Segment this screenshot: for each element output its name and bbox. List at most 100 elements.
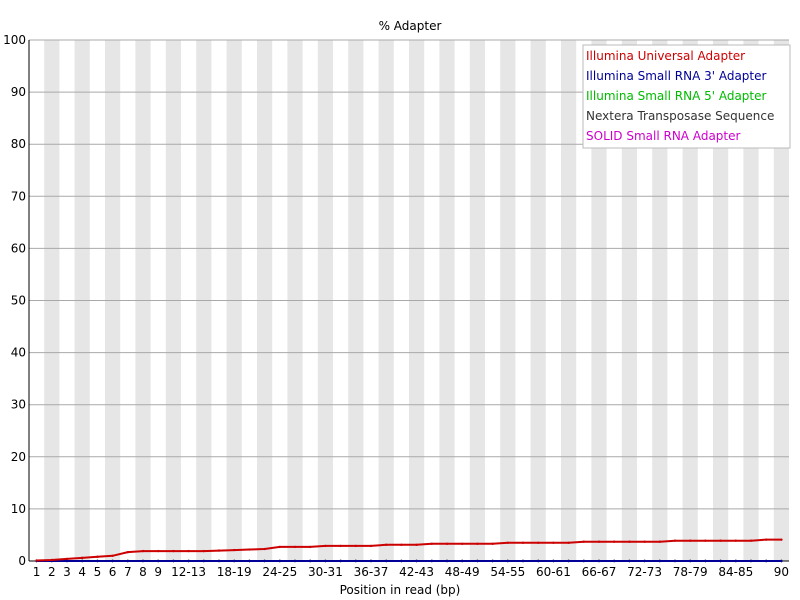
data-point (704, 559, 707, 563)
x-tick-label: 1 (33, 565, 41, 579)
data-point (780, 538, 783, 541)
x-tick-label: 12-13 (171, 565, 206, 579)
x-tick-label: 9 (154, 565, 162, 579)
data-point (324, 559, 327, 563)
data-point (430, 542, 433, 546)
x-tick-label: 3 (63, 565, 71, 579)
data-point (65, 557, 69, 561)
data-point (445, 542, 449, 546)
y-tick-label: 10 (11, 502, 26, 516)
data-point (658, 540, 661, 543)
data-point (96, 559, 99, 563)
data-point (111, 554, 114, 557)
data-point (217, 559, 221, 563)
x-tick-label: 24-25 (262, 565, 297, 579)
data-point (233, 548, 236, 552)
data-point (415, 543, 418, 547)
data-point (765, 559, 768, 563)
data-point (339, 559, 342, 563)
data-point (765, 538, 768, 541)
data-point (643, 540, 646, 543)
data-point (734, 559, 737, 563)
data-point (202, 559, 205, 563)
data-point (461, 542, 464, 546)
y-tick-label: 70 (11, 189, 26, 203)
data-point (749, 559, 753, 563)
data-point (65, 559, 69, 563)
data-point (537, 559, 540, 563)
data-point (293, 545, 297, 549)
data-point (233, 559, 236, 563)
data-point (537, 541, 540, 544)
data-point (385, 559, 388, 563)
data-point (567, 541, 570, 544)
legend-entry: Illumina Small RNA 3' Adapter (586, 69, 767, 83)
y-tick-label: 40 (11, 346, 26, 360)
y-tick-label: 80 (11, 137, 26, 151)
data-point (157, 549, 160, 553)
x-tick-label: 6 (109, 565, 117, 579)
x-tick-label: 42-43 (399, 565, 434, 579)
data-point (613, 559, 616, 563)
data-point (248, 548, 251, 551)
data-point (628, 540, 631, 543)
data-point (476, 559, 479, 563)
data-point (278, 559, 281, 563)
data-point (567, 559, 570, 563)
data-point (491, 542, 494, 546)
data-point (658, 559, 661, 563)
y-tick-label: 100 (3, 33, 26, 47)
legend-entry: Illumina Small RNA 5' Adapter (586, 89, 767, 103)
data-point (172, 559, 175, 563)
legend: Illumina Universal Adapter Illumina Small… (582, 44, 791, 149)
data-point (689, 539, 692, 542)
data-point (96, 555, 99, 559)
x-tick-label: 48-49 (445, 565, 480, 579)
data-point (339, 544, 342, 548)
data-point (749, 539, 753, 542)
data-point (187, 559, 190, 563)
x-tick-labels: 1 2 3 4 5 6 7 8 9 12-13 18-19 24-25 30-31 36-37 42-43 4… (33, 565, 789, 579)
data-point (141, 559, 145, 563)
data-point (521, 541, 525, 544)
data-point (719, 559, 722, 563)
x-tick-label: 4 (78, 565, 86, 579)
x-tick-label: 78-79 (673, 565, 708, 579)
y-tick-label: 20 (11, 450, 26, 464)
x-axis-label: Position in read (bp) (340, 583, 461, 597)
data-point (141, 549, 145, 553)
x-tick-label: 84-85 (718, 565, 753, 579)
series-line (36, 538, 782, 562)
data-point (81, 556, 84, 560)
data-point (582, 540, 585, 543)
data-point (111, 559, 114, 563)
data-point (673, 559, 677, 563)
legend-entry: SOLID Small RNA Adapter (586, 129, 740, 143)
data-point (172, 549, 175, 553)
data-point (126, 550, 129, 554)
x-tick-label: 60-61 (536, 565, 571, 579)
data-point (506, 541, 509, 544)
data-point (278, 545, 281, 549)
chart-title: % Adapter (379, 19, 442, 33)
data-point (415, 559, 418, 563)
data-point (354, 559, 357, 563)
data-point (628, 559, 631, 563)
data-point (35, 559, 38, 562)
data-point (552, 559, 555, 563)
series-lines (35, 538, 783, 563)
data-point (293, 559, 297, 563)
y-tick-label: 0 (18, 554, 26, 568)
x-tick-label: 36-37 (354, 565, 389, 579)
data-point (506, 559, 509, 563)
data-point (597, 540, 601, 543)
x-tick-label: 5 (94, 565, 102, 579)
x-tick-label: 66-67 (582, 565, 617, 579)
data-point (734, 539, 737, 542)
x-tick-label: 54-55 (490, 565, 525, 579)
data-point (369, 544, 373, 548)
data-point (126, 559, 129, 563)
legend-box (582, 44, 791, 149)
y-tick-label: 60 (11, 241, 26, 255)
data-point (476, 542, 479, 546)
